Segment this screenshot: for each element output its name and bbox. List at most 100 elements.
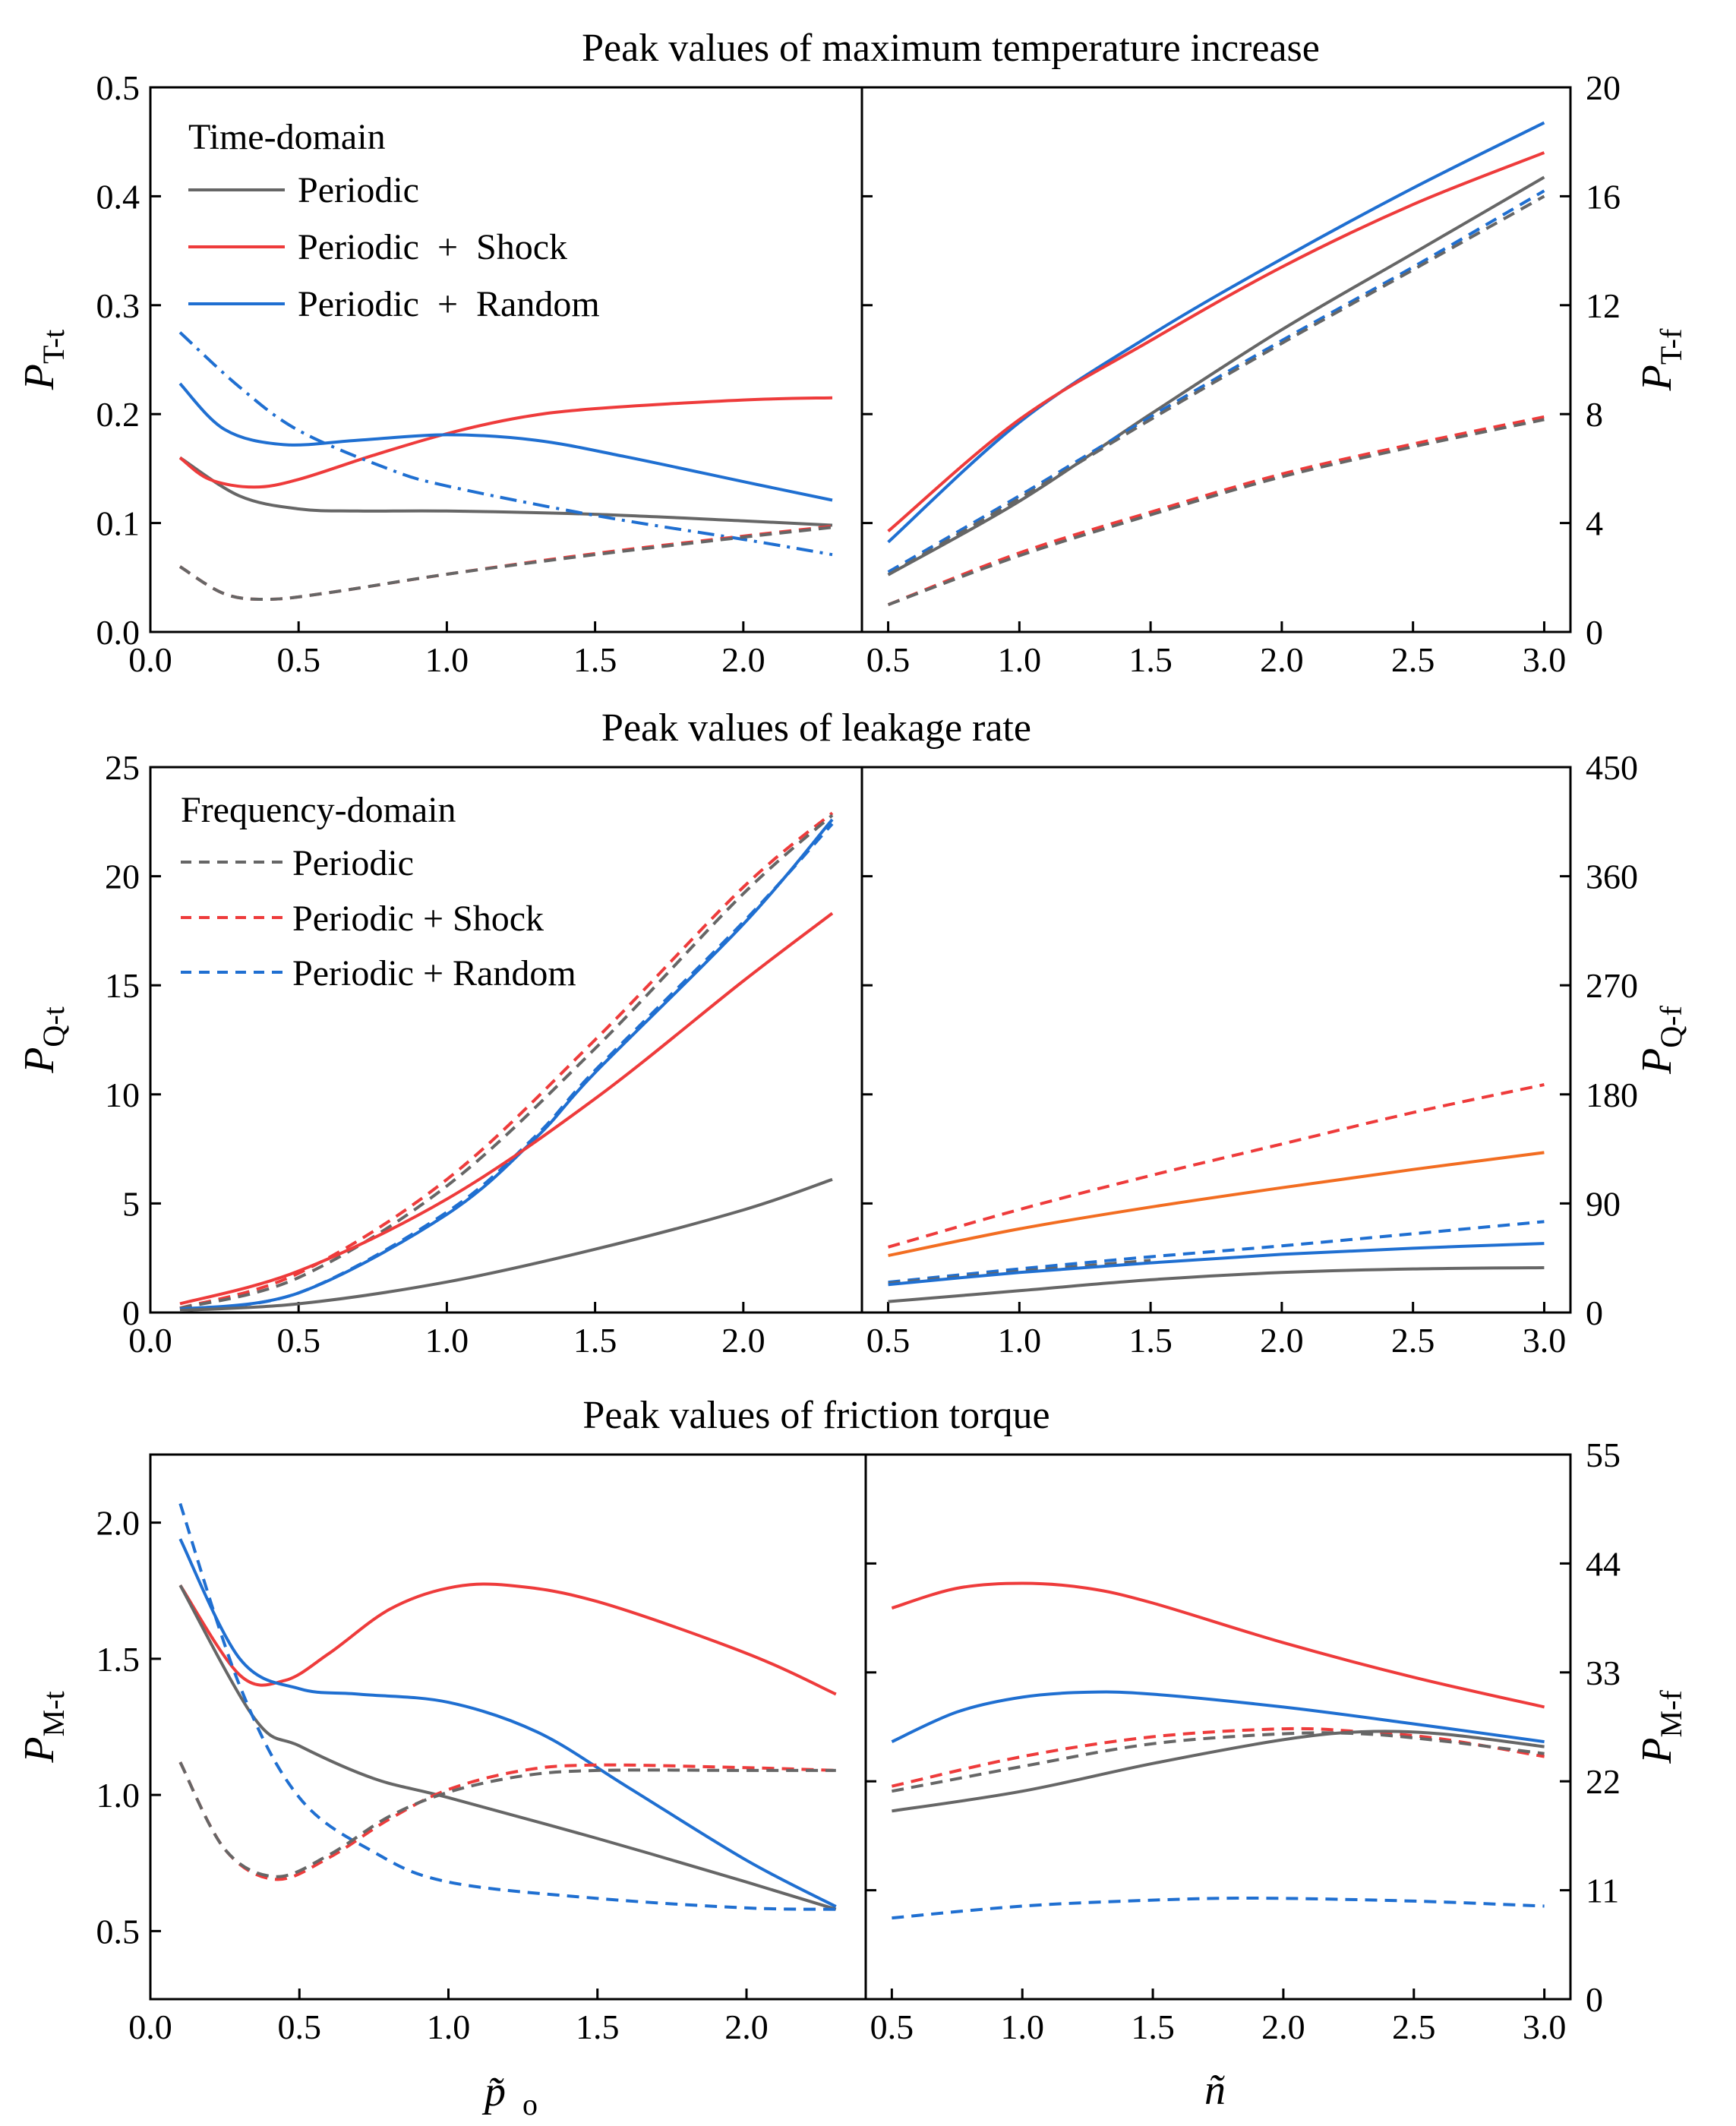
y-tick-label: 5 [122, 1184, 140, 1223]
series-line-5 [179, 911, 834, 1306]
x-tick-label: 0.5 [866, 1321, 911, 1360]
xlabel-left: p̃ [481, 2068, 506, 2115]
legend-time-label-random: Periodic + Random [298, 284, 600, 324]
panel-leakage-frequency: 0.5 1.0 1.5 2.0 2.5 3.0 0 90 180 270 360 450 PQ-f [860, 748, 1688, 1360]
y-tick-label: 10 [105, 1076, 140, 1114]
y-tick-label: 20 [105, 858, 140, 896]
y-tick-label: 360 [1586, 858, 1638, 896]
legend-frequency-domain: Frequency-domain Periodic Periodic + Sho… [181, 790, 576, 994]
x-tick-label: 0.5 [276, 1321, 320, 1360]
y-tick-label: 1.5 [96, 1640, 140, 1679]
y-tick-label: 16 [1586, 177, 1621, 216]
x-tick-label: 0.5 [276, 640, 320, 679]
y-tick-label: 0.3 [96, 286, 140, 325]
series-line-4 [887, 189, 1545, 573]
title-temperature: Peak values of maximum temperature incre… [582, 27, 1320, 70]
y-tick-label: 90 [1586, 1184, 1621, 1223]
y-tick-label: 180 [1586, 1076, 1638, 1114]
series-line-2 [888, 1151, 1545, 1257]
y-tick-label: 0.5 [96, 68, 140, 107]
x-tick-label: 0.5 [870, 2008, 914, 2046]
x-tick-label: 0.0 [128, 640, 172, 679]
y-tick-label: 4 [1586, 504, 1603, 543]
series-line-3 [887, 175, 1545, 577]
series-line-1 [891, 1581, 1545, 1709]
x-tick-label: 2.0 [721, 1321, 765, 1360]
series-line-6 [887, 415, 1545, 606]
y-tick-label: 15 [105, 966, 140, 1005]
series-line-2 [891, 1690, 1545, 1744]
y-tick-label: 0.1 [96, 504, 140, 543]
series-line-6 [179, 1177, 833, 1313]
x-tick-label: 2.5 [1392, 2008, 1436, 2046]
legend-time-domain: Time-domain Periodic Periodic + Shock Pe… [188, 117, 600, 324]
x-tick-label: 2.5 [1391, 1321, 1435, 1360]
legend-time-title: Time-domain [188, 117, 386, 157]
y-tick-label: 2.0 [96, 1504, 140, 1543]
x-tick-label: 3.0 [1523, 1321, 1567, 1360]
y-tick-label: 450 [1586, 748, 1638, 787]
x-tick-label: 2.0 [1260, 640, 1304, 679]
panel-temperature-frequency: 0.5 1.0 1.5 2.0 2.5 3.0 0 4 8 12 16 20 PT-f [860, 68, 1688, 679]
series-line-5 [892, 1730, 1545, 1813]
x-tick-label: 1.0 [998, 640, 1042, 679]
series-line-5 [888, 1242, 1545, 1287]
x-tick-label: 1.0 [427, 2008, 471, 2046]
y-tick-label: 11 [1586, 1872, 1619, 1910]
legend-time-label-periodic: Periodic [298, 170, 419, 210]
series-line-3 [178, 382, 833, 502]
x-tick-label: 1.0 [425, 1321, 469, 1360]
series-line-6 [178, 1761, 836, 1878]
legend-freq-label-random: Periodic + Random [292, 953, 576, 994]
series-line-4 [892, 1731, 1545, 1793]
series-line-1 [888, 1083, 1545, 1249]
series-line-3 [888, 1220, 1545, 1284]
x-tick-label: 2.0 [721, 640, 765, 679]
y-axis-label: PT-f [1633, 328, 1688, 391]
x-tick-label: 0.0 [128, 1321, 172, 1360]
xlabel-left-subscript: o [522, 2087, 538, 2121]
x-tick-label: 1.5 [1128, 640, 1173, 679]
x-tick-label: 2.5 [1391, 640, 1435, 679]
series-line-4 [179, 823, 834, 1311]
x-tick-label: 0.5 [866, 640, 911, 679]
y-tick-label: 0.2 [96, 395, 140, 434]
x-tick-label: 3.0 [1523, 2008, 1567, 2046]
y-tick-label: 33 [1586, 1654, 1621, 1692]
y-tick-label: 0 [1586, 613, 1603, 652]
x-tick-label: 0.5 [278, 2008, 322, 2046]
axes-frame [860, 86, 1572, 633]
legend-time-label-shock: Periodic + Shock [298, 227, 567, 267]
y-tick-label: 0 [1586, 1980, 1603, 2019]
series-line-2 [178, 1538, 837, 1908]
y-tick-label: 25 [105, 748, 140, 787]
x-tick-label: 1.5 [573, 640, 617, 679]
y-axis-label: PQ-f [1633, 1005, 1688, 1074]
y-axis-label: PT-t [16, 330, 71, 390]
y-axis-label: PM-f [1633, 1690, 1688, 1764]
xlabel-left-group: p̃ o [481, 2068, 538, 2121]
x-tick-label: 2.0 [1261, 2008, 1305, 2046]
axes-frame [860, 766, 1572, 1314]
panel-temperature-time: 0.0 0.5 1.0 1.5 2.0 0.0 0.1 0.2 0.3 0.4 0.5 PT-t [16, 68, 863, 679]
series-line-1 [178, 1582, 837, 1696]
y-tick-label: 0.4 [96, 177, 140, 216]
xlabel-right: ñ [1204, 2067, 1226, 2114]
y-tick-label: 8 [1586, 395, 1603, 434]
y-axis-label: PQ-t [16, 1006, 71, 1074]
y-tick-label: 44 [1586, 1544, 1621, 1583]
y-tick-label: 270 [1586, 966, 1638, 1005]
panel-friction-time: 0.0 0.5 1.0 1.5 2.0 0.5 1.0 1.5 2.0 PM-t [16, 1453, 867, 2046]
series-line-6 [892, 1896, 1545, 1920]
y-tick-label: 55 [1586, 1436, 1621, 1474]
x-tick-label: 1.0 [425, 640, 469, 679]
legend-freq-title: Frequency-domain [181, 790, 456, 830]
y-tick-label: 1.0 [96, 1776, 140, 1815]
y-tick-label: 12 [1586, 286, 1621, 325]
y-tick-label: 0 [1586, 1294, 1603, 1332]
x-tick-label: 1.5 [573, 1321, 617, 1360]
legend-freq-label-periodic: Periodic [292, 843, 414, 883]
y-axis-label: PM-t [16, 1691, 71, 1763]
